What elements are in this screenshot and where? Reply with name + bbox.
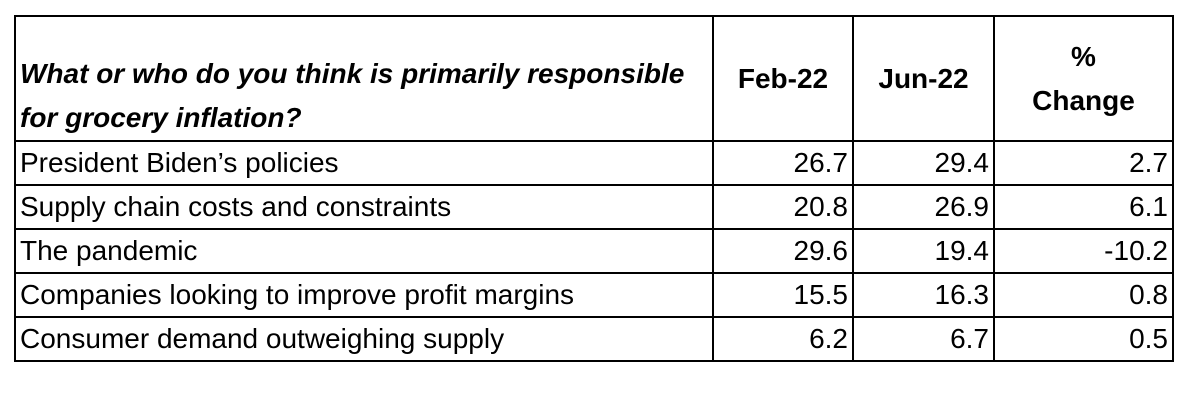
label-text: Supply chain costs and constraints (20, 191, 452, 222)
header-cell: % Change (993, 15, 1174, 142)
value-cell: 26.9 (852, 184, 995, 230)
value-cell: 20.8 (712, 184, 854, 230)
value-cell: 26.7 (712, 140, 854, 186)
header-cell: Jun-22 (852, 15, 995, 142)
value-cell: 16.3 (852, 272, 995, 318)
value-cell: 29.4 (852, 140, 995, 186)
label-text: Companies looking to improve profit marg… (20, 279, 575, 310)
value-cell: 15.5 (712, 272, 854, 318)
value-cell: 6.2 (712, 316, 854, 362)
value-cell: 0.8 (993, 272, 1174, 318)
label-cell: Supply chain costs and constraints (14, 184, 714, 230)
table-body: President Biden’s policies 26.7 29.4 2.7 Sup… (14, 140, 1174, 362)
table-row: President Biden’s policies 26.7 29.4 2.7 (14, 140, 1174, 186)
value-cell: 29.6 (712, 228, 854, 274)
header-cell: What or who do you think is primarily re… (14, 15, 714, 142)
table-row: Companies looking to improve profit marg… (14, 272, 1174, 318)
table-row: Supply chain costs and constraints 20.8 26… (14, 184, 1174, 230)
label-cell: Consumer demand outweighing supply (14, 316, 714, 362)
data-table: What or who do you think is primarily re… (14, 15, 1174, 362)
header-cell: Feb-22 (712, 15, 854, 142)
table-row: Consumer demand outweighing supply 6.2 6.7… (14, 316, 1174, 362)
table-row: The pandemic 29.6 19.4 -10.2 (14, 228, 1174, 274)
value-cell: 19.4 (852, 228, 995, 274)
label-cell: The pandemic (14, 228, 714, 274)
value-cell: 6.7 (852, 316, 995, 362)
label-text: Consumer demand outweighing supply (20, 323, 505, 354)
value-cell: -10.2 (993, 228, 1174, 274)
label-text: President Biden’s policies (20, 147, 339, 178)
label-cell: President Biden’s policies (14, 140, 714, 186)
value-cell: 2.7 (993, 140, 1174, 186)
label-text: The pandemic (20, 235, 198, 266)
value-cell: 6.1 (993, 184, 1174, 230)
header-row: What or who do you think is primarily re… (14, 15, 1174, 142)
label-cell: Companies looking to improve profit marg… (14, 272, 714, 318)
header-text: % Change (1032, 40, 1135, 116)
value-cell: 0.5 (993, 316, 1174, 362)
